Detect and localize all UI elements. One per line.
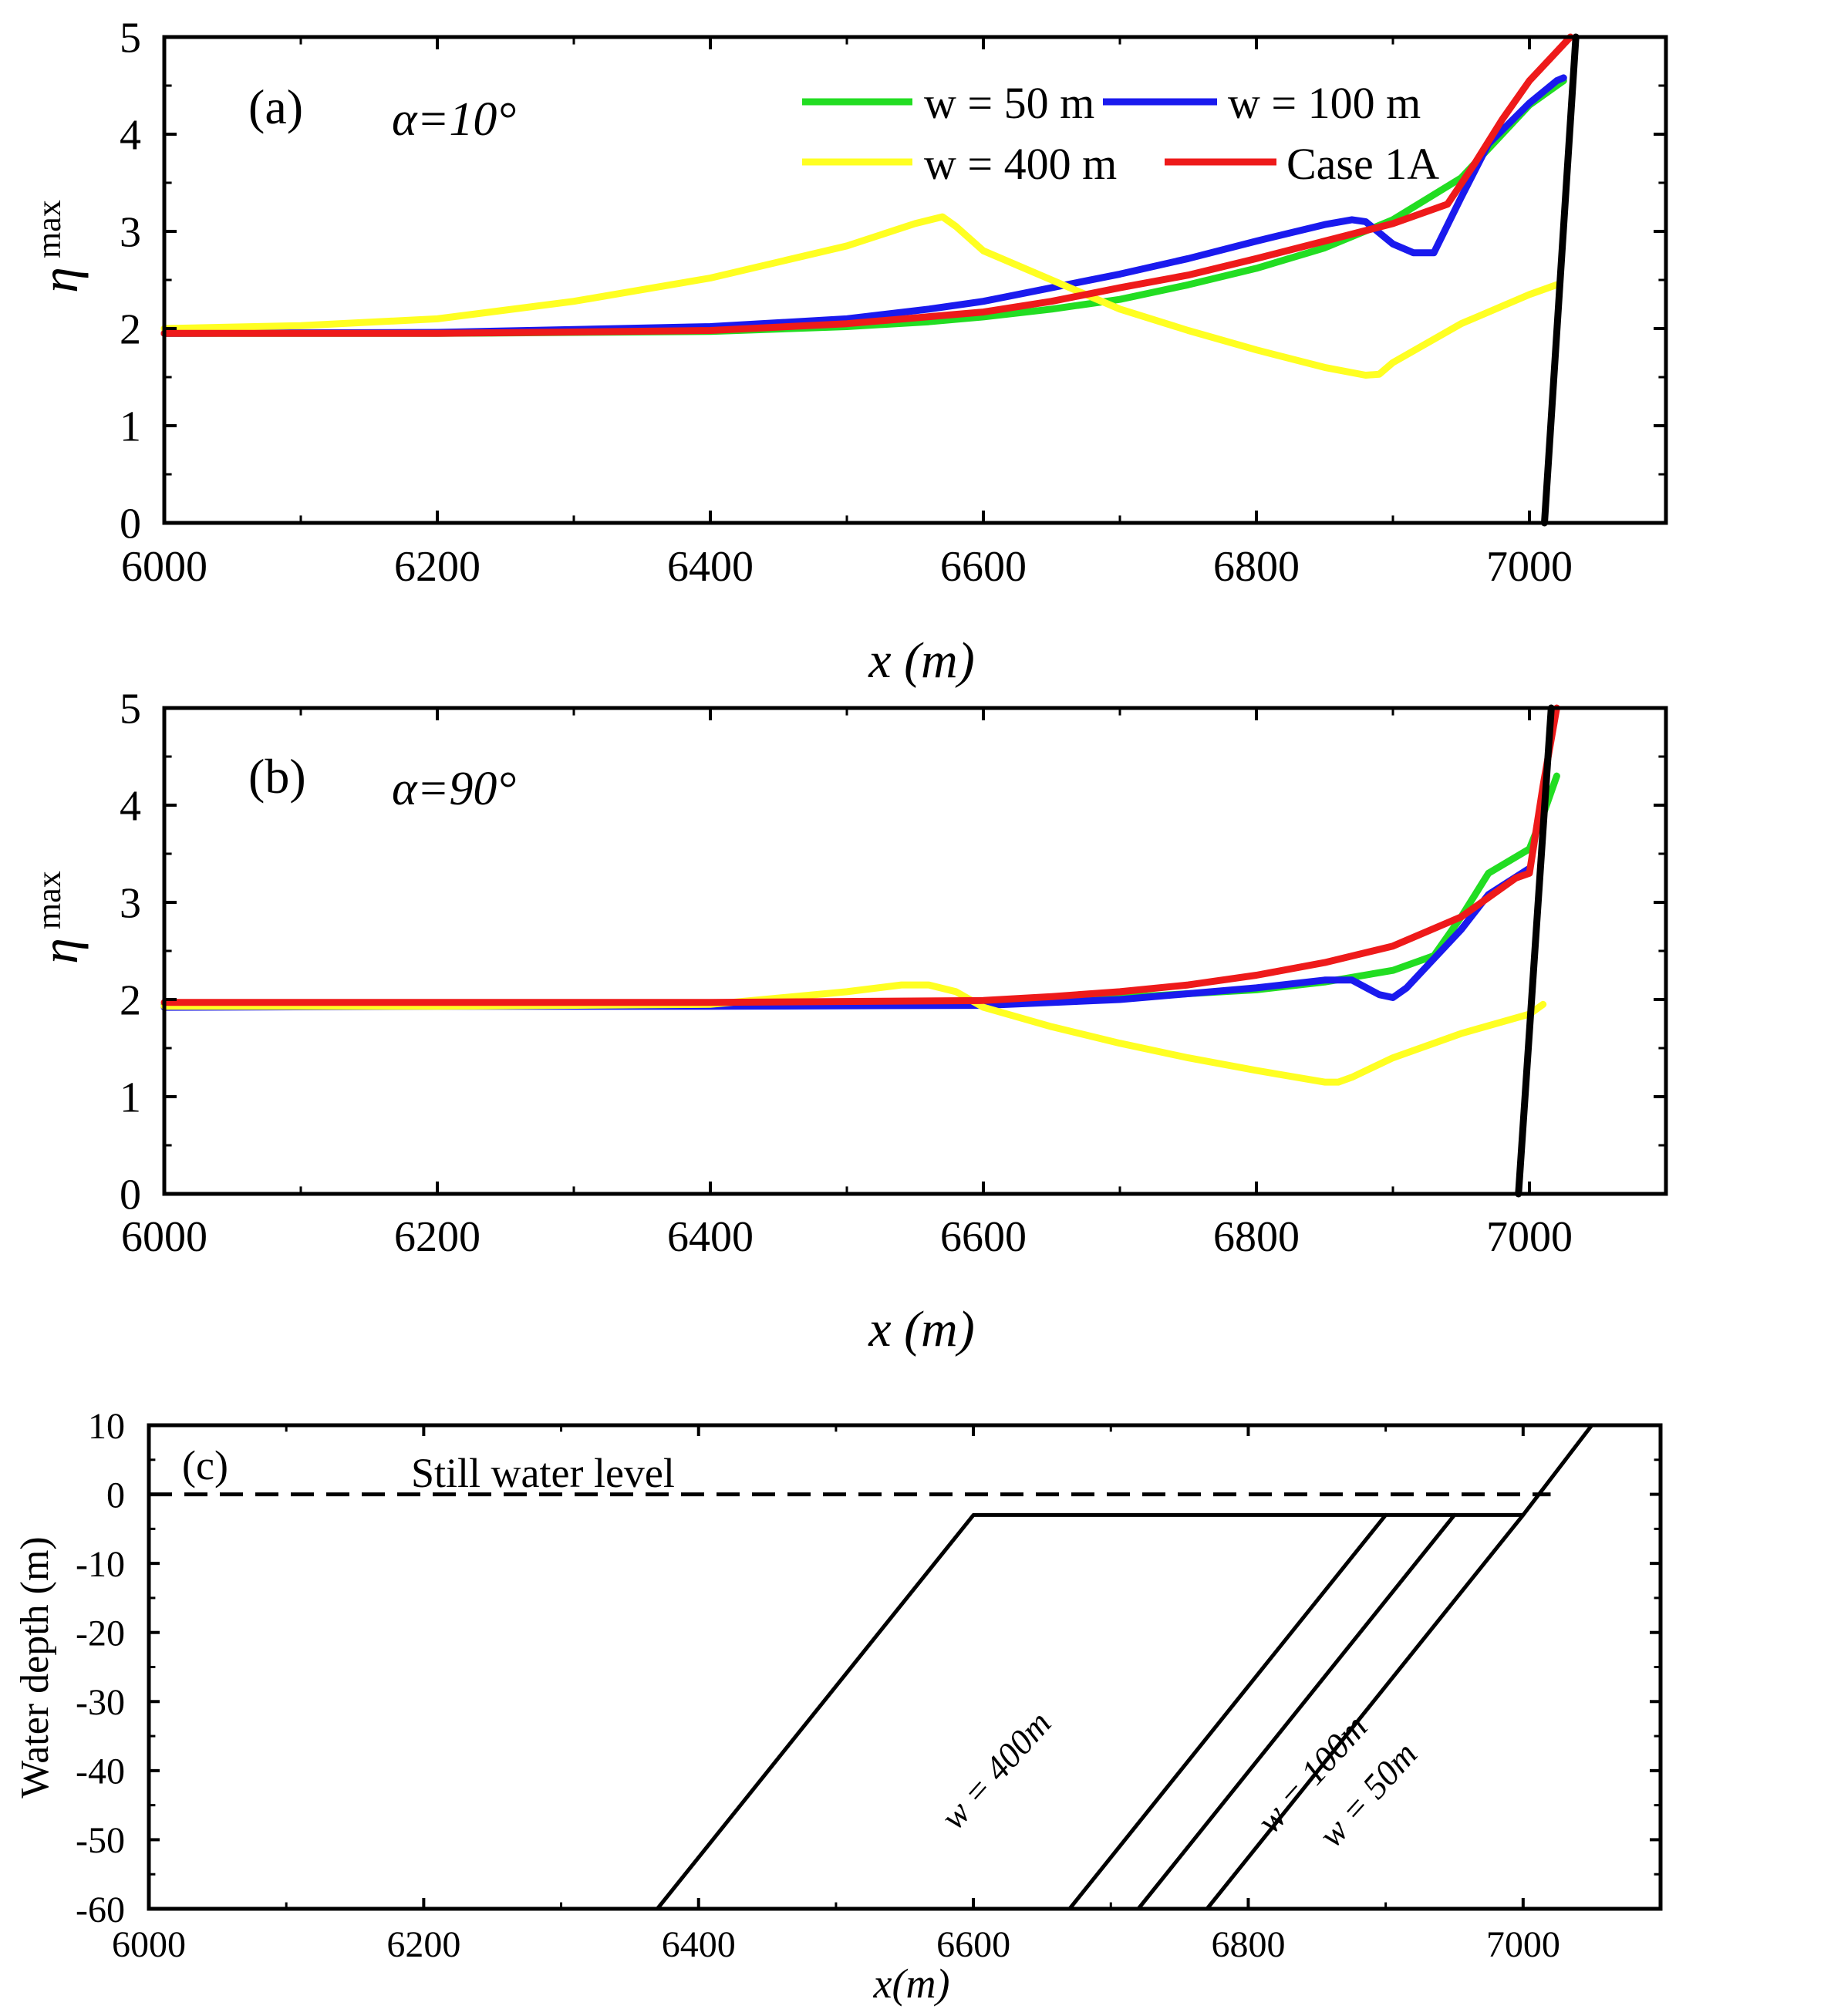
panel-b-xtick-label: 6200 bbox=[394, 1213, 481, 1261]
panel-b-label: (b) bbox=[248, 749, 306, 804]
panel-c-ytick-label: -30 bbox=[76, 1682, 125, 1723]
panel-a-series-case-1a bbox=[160, 33, 1574, 337]
panel-b-ytick-label: 2 bbox=[120, 977, 141, 1025]
panel-c-series-w-50m bbox=[1136, 1512, 1457, 1911]
panel-c-label: (c) bbox=[182, 1442, 228, 1488]
panel-a-ylabel-eta: η bbox=[30, 267, 89, 293]
panel-b-ylabel: η max bbox=[30, 871, 89, 964]
panel-b-ytick-label: 5 bbox=[120, 686, 141, 733]
panel-a-frame bbox=[162, 35, 1668, 525]
panel-b-series-slope bbox=[1515, 704, 1555, 1198]
panel-b-series-case-1a bbox=[160, 704, 1560, 1006]
panel-c-ytick-label: -20 bbox=[76, 1613, 125, 1654]
panel-b: 6000 6200 6400 6600 6800 7000 0 1 2 3 4 5 (b) α=90… bbox=[30, 686, 1668, 1357]
legend-label-w100: w = 100 m bbox=[1228, 78, 1421, 128]
panel-a-ytick-label: 1 bbox=[120, 403, 141, 451]
panel-c-xtick-label: 6800 bbox=[1211, 1924, 1285, 1965]
legend: w = 50 m w = 100 m w = 400 m Case 1A bbox=[802, 78, 1439, 189]
panel-b-series-w-400-m bbox=[160, 981, 1547, 1086]
panel-c-ylabel: Water depth (m) bbox=[13, 1536, 57, 1798]
panel-a-xtick-label: 7000 bbox=[1486, 543, 1573, 591]
legend-label-case1a: Case 1A bbox=[1286, 139, 1439, 189]
panel-c-xtick-label: 6000 bbox=[112, 1924, 186, 1965]
panel-a-ytick-label: 3 bbox=[120, 209, 141, 257]
panel-b-ytick-label: 3 bbox=[120, 880, 141, 928]
panel-a-ytick-label: 4 bbox=[120, 112, 141, 160]
panel-a-ylabel-sub: max bbox=[30, 200, 68, 258]
panel-a-xtick-label: 6000 bbox=[121, 543, 207, 591]
panel-b-series-w-50-m bbox=[160, 772, 1560, 1008]
panel-a-xtick-label: 6600 bbox=[940, 543, 1027, 591]
panel-b-ytick-label: 0 bbox=[120, 1172, 141, 1219]
panel-c-ytick-label: -60 bbox=[76, 1890, 125, 1930]
panel-c-series-w-400m bbox=[655, 1512, 1526, 1911]
panel-a-ytick-label: 0 bbox=[120, 501, 141, 548]
panel-a-series-w-100-m bbox=[160, 74, 1567, 337]
legend-label-w50: w = 50 m bbox=[924, 78, 1094, 128]
panel-b-xtick-label: 6600 bbox=[940, 1213, 1027, 1261]
panel-a: 6000 6200 6400 6600 6800 7000 0 1 2 3 4 5 (a) α=10… bbox=[30, 15, 1668, 689]
panel-c-swl-label: Still water level bbox=[411, 1450, 675, 1496]
panel-a-xlabel: x (m) bbox=[868, 632, 974, 689]
panel-c-xlabel: x(m) bbox=[873, 1960, 950, 2007]
panel-c-xtick-label: 6600 bbox=[936, 1924, 1010, 1965]
panel-c-ytick-label: -40 bbox=[76, 1751, 125, 1792]
panel-c-series-base-slope bbox=[1205, 1423, 1594, 1911]
panel-c-label-w400: w = 400m bbox=[933, 1704, 1059, 1837]
panel-a-xtick-label: 6400 bbox=[667, 543, 754, 591]
panel-a-ytick-label: 2 bbox=[120, 306, 141, 354]
panel-b-ylabel-sub: max bbox=[30, 871, 68, 929]
panel-c-frame bbox=[147, 1423, 1663, 1911]
panel-a-series-slope bbox=[1541, 33, 1580, 527]
panel-c-ytick-label: 0 bbox=[106, 1475, 125, 1515]
panel-a-annotation: α=10° bbox=[392, 93, 516, 146]
panel-c-series-w-100m bbox=[1067, 1512, 1388, 1911]
panel-c-xtick-label: 6400 bbox=[662, 1924, 736, 1965]
panel-a-label: (a) bbox=[248, 79, 303, 134]
panel-a-ytick-label: 5 bbox=[120, 15, 141, 62]
panel-c: 6000 6200 6400 6600 6800 7000 -60 -50 -40 -30 -20… bbox=[13, 1406, 1663, 2007]
panel-a-ylabel: η max bbox=[30, 200, 89, 293]
panel-b-annotation: α=90° bbox=[392, 763, 516, 815]
panel-b-xtick-label: 6800 bbox=[1213, 1213, 1300, 1261]
panel-b-xlabel: x (m) bbox=[868, 1301, 974, 1357]
panel-b-ytick-label: 1 bbox=[120, 1074, 141, 1122]
panel-b-series-w-100-m bbox=[160, 865, 1533, 1011]
panel-c-ytick-label: 10 bbox=[88, 1406, 125, 1447]
panel-c-ytick-label: -50 bbox=[76, 1820, 125, 1861]
panel-a-xtick-label: 6800 bbox=[1213, 543, 1300, 591]
panel-b-xtick-label: 7000 bbox=[1486, 1213, 1573, 1261]
panel-b-ylabel-eta: η bbox=[30, 938, 89, 964]
legend-label-w400: w = 400 m bbox=[924, 139, 1117, 189]
panel-b-xtick-label: 6000 bbox=[121, 1213, 207, 1261]
panel-a-series-w-400-m bbox=[160, 213, 1560, 379]
panel-b-ytick-label: 4 bbox=[120, 783, 141, 831]
panel-c-ytick-label: -10 bbox=[76, 1544, 125, 1585]
panel-a-xtick-label: 6200 bbox=[394, 543, 481, 591]
panel-c-xtick-label: 6200 bbox=[386, 1924, 460, 1965]
panel-c-xtick-label: 7000 bbox=[1486, 1924, 1560, 1965]
panel-b-xtick-label: 6400 bbox=[667, 1213, 754, 1261]
